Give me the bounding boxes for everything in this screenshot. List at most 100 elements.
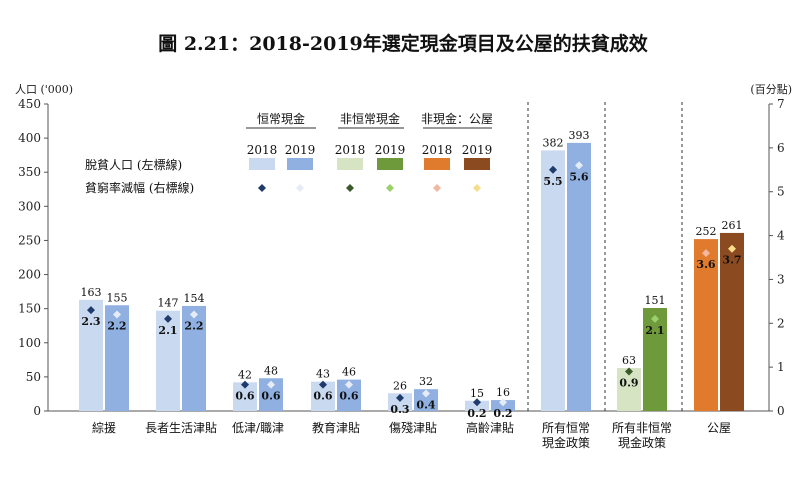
bar-value-label: 16 xyxy=(496,386,510,399)
legend-marker-swatch xyxy=(258,184,266,192)
bar-value-label: 48 xyxy=(264,364,278,377)
legend-year: 2019 xyxy=(462,143,493,157)
left-tick-label: 0 xyxy=(33,404,41,418)
bar-2018 xyxy=(156,310,180,411)
legend-year: 2019 xyxy=(375,143,406,157)
rate-value-label: 0.9 xyxy=(619,377,638,390)
rate-value-label: 3.7 xyxy=(722,254,741,267)
rate-value-label: 0.3 xyxy=(390,403,409,416)
legend: 恒常現金 非恒常現金 非現金：公屋 2018 2019 2018 2019 2018 2019 脫… xyxy=(85,111,493,195)
category-label: 所有恒常 xyxy=(542,421,590,435)
bar-value-label: 26 xyxy=(393,379,407,392)
category-label: 高齡津貼 xyxy=(466,420,514,435)
rate-value-label: 5.6 xyxy=(569,170,588,183)
bar-value-label: 63 xyxy=(622,354,636,367)
poverty-rate-marker xyxy=(113,310,121,319)
rate-value-label: 0.6 xyxy=(235,390,254,403)
rate-value-label: 5.5 xyxy=(543,175,562,188)
legend-group-header: 恒常現金 xyxy=(257,111,305,126)
poverty-rate-marker xyxy=(728,244,736,253)
left-tick-label: 450 xyxy=(18,97,41,111)
legend-bar-swatch xyxy=(424,158,450,170)
rate-value-label: 2.2 xyxy=(107,320,126,333)
right-tick-label: 7 xyxy=(777,97,785,111)
legend-bar-swatch xyxy=(377,158,403,170)
bar-value-label: 261 xyxy=(722,219,743,232)
bar-value-label: 393 xyxy=(569,129,590,142)
poverty-rate-marker xyxy=(625,367,633,376)
bar-value-label: 151 xyxy=(645,294,666,307)
poverty-rate-marker xyxy=(651,314,659,323)
rate-value-label: 0.2 xyxy=(467,407,486,420)
bar-2018 xyxy=(541,150,565,411)
poverty-rate-marker xyxy=(473,398,481,407)
left-tick-label: 400 xyxy=(18,131,41,145)
left-tick-label: 300 xyxy=(18,199,41,213)
legend-row-bar-label: 脫貧人口 (左標線) xyxy=(85,157,182,172)
rate-value-label: 0.4 xyxy=(416,398,435,411)
poverty-rate-marker xyxy=(549,165,557,174)
bar-2018 xyxy=(388,393,412,411)
bars xyxy=(79,142,744,412)
category-label: 教育津貼 xyxy=(312,420,360,435)
poverty-rate-marker xyxy=(345,380,353,389)
legend-bar-swatch xyxy=(464,158,490,170)
legend-bar-swatch xyxy=(249,158,275,170)
right-tick-label: 2 xyxy=(777,316,785,330)
category-label: 現金政策 xyxy=(542,435,590,450)
category-label: 公屋 xyxy=(707,421,731,435)
category-label: 低津/職津 xyxy=(232,421,284,435)
left-tick-label: 50 xyxy=(26,370,41,384)
rate-value-label: 2.1 xyxy=(645,324,664,337)
legend-marker-swatch xyxy=(386,184,394,192)
category-labels: 綜援 長者生活津貼 低津/職津 教育津貼 傷殘津貼 高齡津貼 所有恒常現金政策所有非恒常現金… xyxy=(92,420,731,450)
bar-value-label: 46 xyxy=(342,366,356,379)
markers: 2.3 2.2 2.1 2.2 0.6 0.6 0.6 0.6 0.3 0.4 0.2 0.2 5.5 5… xyxy=(81,161,742,420)
value-labels: 163 155 147 154 42 48 43 46 26 32 15 16 382 393 63 151 2… xyxy=(81,129,743,400)
poverty-rate-marker xyxy=(575,161,583,170)
bar-2019 xyxy=(414,389,438,411)
right-tick-label: 3 xyxy=(777,272,785,286)
legend-marker-swatch xyxy=(346,184,354,192)
legend-group-header: 非現金：公屋 xyxy=(421,111,493,126)
poverty-rate-marker xyxy=(87,306,95,315)
right-tick-label: 4 xyxy=(777,229,785,243)
bar-value-label: 155 xyxy=(107,291,128,304)
bar-2019 xyxy=(643,307,667,411)
poverty-rate-marker xyxy=(241,380,249,389)
left-tick-label: 250 xyxy=(18,233,41,247)
left-tick-label: 100 xyxy=(18,336,41,350)
right-tick-label: 5 xyxy=(777,185,785,199)
bar-value-label: 382 xyxy=(543,136,564,149)
bar-value-label: 42 xyxy=(238,368,252,381)
poverty-rate-marker xyxy=(499,398,507,407)
legend-marker-swatch xyxy=(296,184,304,192)
legend-year: 2018 xyxy=(335,143,366,157)
chart-title: 圖 2.21：2018-2019年選定現金項目及公屋的扶貧成效 xyxy=(158,32,648,55)
rate-value-label: 2.1 xyxy=(158,324,177,337)
rate-value-label: 3.6 xyxy=(696,258,715,271)
rate-value-label: 2.3 xyxy=(81,315,100,328)
legend-year: 2018 xyxy=(247,143,278,157)
poverty-rate-marker xyxy=(396,393,404,402)
rate-value-label: 0.6 xyxy=(313,390,332,403)
rate-value-label: 2.2 xyxy=(184,320,203,333)
legend-marker-swatch xyxy=(433,184,441,192)
category-label: 綜援 xyxy=(92,421,116,435)
rate-value-label: 0.2 xyxy=(493,407,512,420)
legend-group-header: 非恒常現金 xyxy=(340,111,400,126)
poverty-rate-marker xyxy=(164,314,172,323)
category-label: 傷殘津貼 xyxy=(389,420,437,435)
bar-2019 xyxy=(105,305,129,411)
left-tick-label: 200 xyxy=(18,268,41,282)
poverty-rate-marker xyxy=(190,310,198,319)
poverty-rate-marker xyxy=(267,380,275,389)
bar-2019 xyxy=(720,232,744,411)
bar-value-label: 252 xyxy=(696,225,717,238)
bar-value-label: 147 xyxy=(158,297,179,310)
left-tick-label: 150 xyxy=(18,302,41,316)
right-axis-label: (百分點) xyxy=(750,83,792,96)
poverty-rate-marker xyxy=(422,389,430,398)
